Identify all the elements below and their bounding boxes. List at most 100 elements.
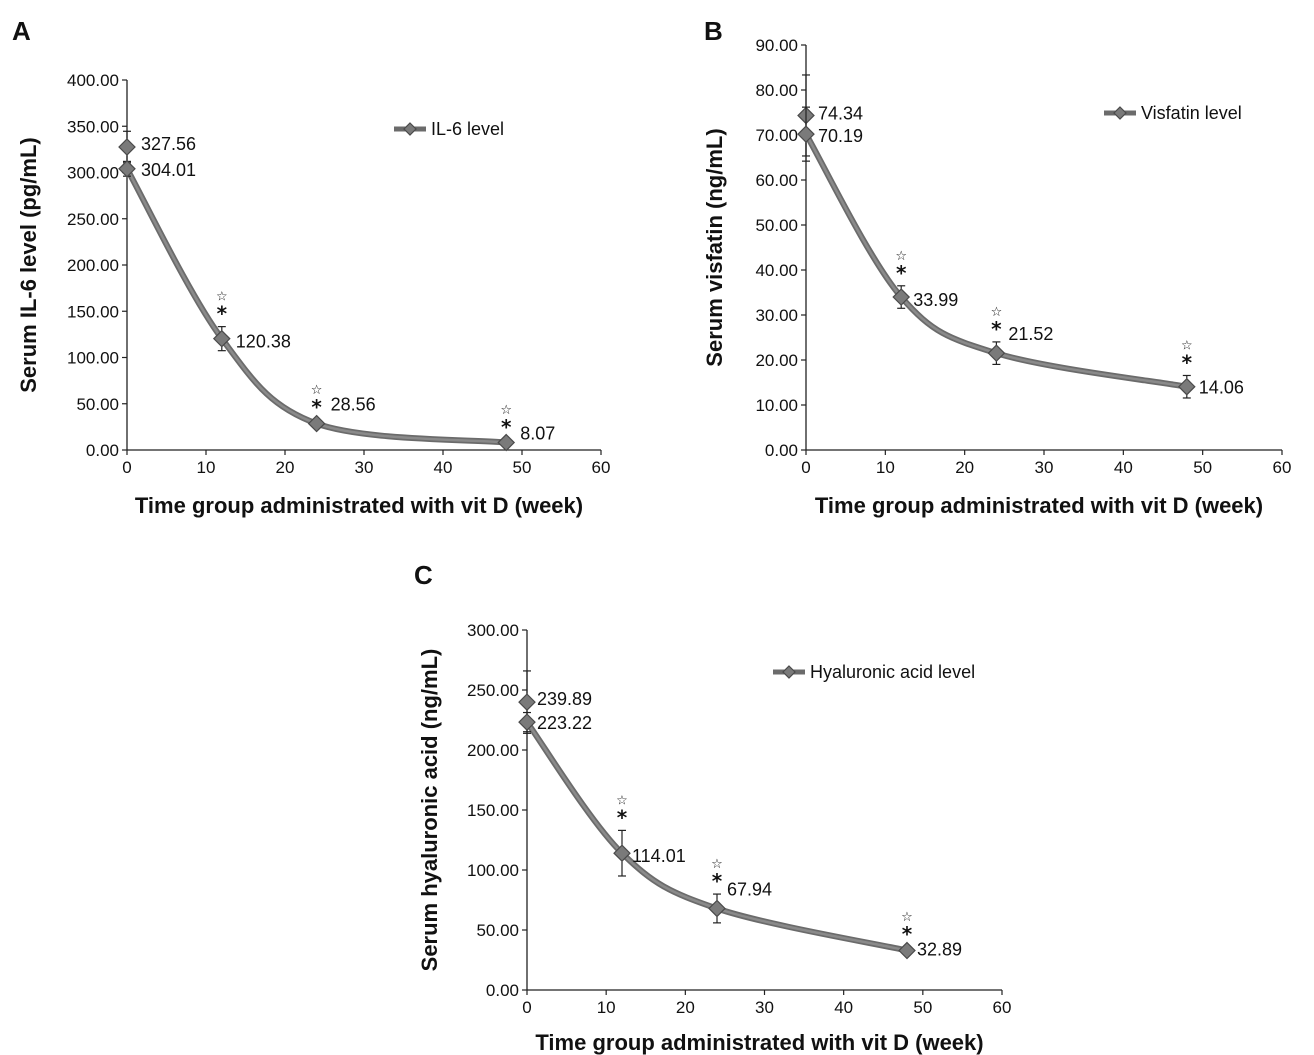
y-tick-label: 20.00: [755, 351, 798, 370]
data-point: [892, 288, 911, 306]
x-axis-label: Time group administrated with vit D (wee…: [815, 493, 1263, 518]
y-tick-label: 300.00: [467, 621, 519, 640]
y-axis-label: Serum IL-6 level (pg/mL): [16, 137, 41, 393]
x-tick-label: 20: [276, 458, 295, 477]
data-label: 33.99: [913, 290, 958, 310]
y-tick-label: 90.00: [755, 36, 798, 55]
data-point: [118, 138, 136, 156]
significance-asterisk: *: [311, 395, 322, 419]
x-tick-label: 40: [434, 458, 453, 477]
x-tick-label: 0: [122, 458, 131, 477]
data-label: 114.01: [632, 846, 686, 866]
x-tick-label: 0: [522, 998, 531, 1017]
x-tick-label: 60: [1273, 458, 1292, 477]
y-tick-label: 200.00: [67, 256, 119, 275]
chart-panel-b: B 0.00 10.00 20.00 30.00 40.00 50.00 60.00 70.00…: [702, 16, 1291, 518]
data-label: 32.89: [917, 940, 962, 960]
y-tick-label: 250.00: [67, 210, 119, 229]
significance-star-outline: ☆: [500, 403, 512, 418]
y-tick-label: 100.00: [67, 349, 119, 368]
x-tick-label: 40: [834, 998, 853, 1017]
y-tick-label: 50.00: [755, 216, 798, 235]
legend-marker: [782, 665, 796, 679]
x-tick-label: 30: [755, 998, 774, 1017]
significance-star-outline: ☆: [901, 910, 913, 925]
y-tick-label: 80.00: [755, 81, 798, 100]
panel-label: C: [414, 560, 433, 590]
data-label: 304.01: [141, 160, 196, 180]
y-tick-label: 150.00: [67, 302, 119, 321]
series-line-highlight: [525, 720, 909, 952]
significance-star-outline: ☆: [216, 290, 228, 305]
significance-star-outline: ☆: [895, 249, 907, 264]
data-point: [212, 329, 231, 348]
data-point: [518, 713, 536, 731]
significance-asterisk: *: [712, 869, 723, 893]
data-point: [898, 941, 916, 960]
y-axis-label: Serum hyaluronic acid (ng/mL): [417, 649, 442, 972]
significance-asterisk: *: [617, 805, 628, 829]
series-line-highlight: [804, 132, 1189, 388]
chart-panel-c: C 0.00 50.00 100.00 150.00 200.00 250.00 300.00…: [414, 560, 1011, 1055]
y-axis-label: Serum visfatin (ng/mL): [702, 128, 727, 366]
x-tick-label: 40: [1114, 458, 1133, 477]
data-point: [118, 159, 136, 178]
significance-asterisk: *: [501, 415, 512, 439]
data-label: 67.94: [727, 879, 772, 899]
y-tick-label: 0.00: [486, 981, 519, 1000]
y-tick-label: 300.00: [67, 164, 119, 183]
data-label: 327.56: [141, 134, 196, 154]
panel-label: A: [12, 16, 31, 46]
y-tick-label: 10.00: [755, 396, 798, 415]
legend-label: IL-6 level: [431, 119, 504, 139]
data-label: 28.56: [331, 395, 376, 415]
x-tick-label: 60: [993, 998, 1012, 1017]
x-tick-label: 20: [676, 998, 695, 1017]
data-point: [987, 344, 1006, 363]
significance-star-outline: ☆: [991, 305, 1003, 320]
y-tick-label: 40.00: [755, 261, 798, 280]
y-tick-label: 400.00: [67, 71, 119, 90]
x-axis-label: Time group administrated with vit D (wee…: [535, 1030, 983, 1055]
panel-label: B: [704, 16, 723, 46]
x-axis-label: Time group administrated with vit D (wee…: [135, 493, 583, 518]
series-line-highlight: [125, 167, 508, 444]
y-tick-label: 100.00: [467, 861, 519, 880]
x-tick-label: 30: [355, 458, 374, 477]
significance-asterisk: *: [1182, 350, 1193, 374]
data-label: 14.06: [1199, 378, 1244, 398]
data-label: 239.89: [537, 689, 592, 709]
data-point: [797, 125, 815, 143]
significance-asterisk: *: [991, 317, 1002, 341]
x-tick-label: 50: [913, 998, 932, 1017]
data-point: [497, 433, 516, 452]
y-tick-label: 250.00: [467, 681, 519, 700]
legend-label: Hyaluronic acid level: [810, 662, 975, 682]
y-tick-label: 0.00: [765, 441, 798, 460]
y-tick-label: 30.00: [755, 306, 798, 325]
legend-marker: [403, 122, 417, 136]
y-tick-label: 70.00: [755, 126, 798, 145]
data-point: [708, 899, 726, 918]
y-tick-label: 50.00: [476, 921, 519, 940]
data-label: 223.22: [537, 713, 592, 733]
data-label: 8.07: [520, 424, 555, 444]
data-point: [613, 844, 631, 863]
x-tick-label: 50: [1193, 458, 1212, 477]
y-tick-label: 200.00: [467, 741, 519, 760]
data-point: [307, 414, 326, 433]
significance-star-outline: ☆: [311, 383, 323, 398]
y-tick-label: 50.00: [76, 395, 119, 414]
significance-asterisk: *: [217, 302, 228, 326]
significance-asterisk: *: [902, 922, 913, 946]
significance-asterisk: *: [896, 261, 907, 285]
x-tick-label: 30: [1035, 458, 1054, 477]
data-label: 74.34: [818, 103, 863, 123]
legend-marker: [1113, 106, 1127, 120]
significance-star-outline: ☆: [711, 857, 723, 872]
significance-star-outline: ☆: [616, 793, 628, 808]
y-tick-label: 150.00: [467, 801, 519, 820]
data-label: 70.19: [818, 126, 863, 146]
y-tick-label: 350.00: [67, 117, 119, 136]
